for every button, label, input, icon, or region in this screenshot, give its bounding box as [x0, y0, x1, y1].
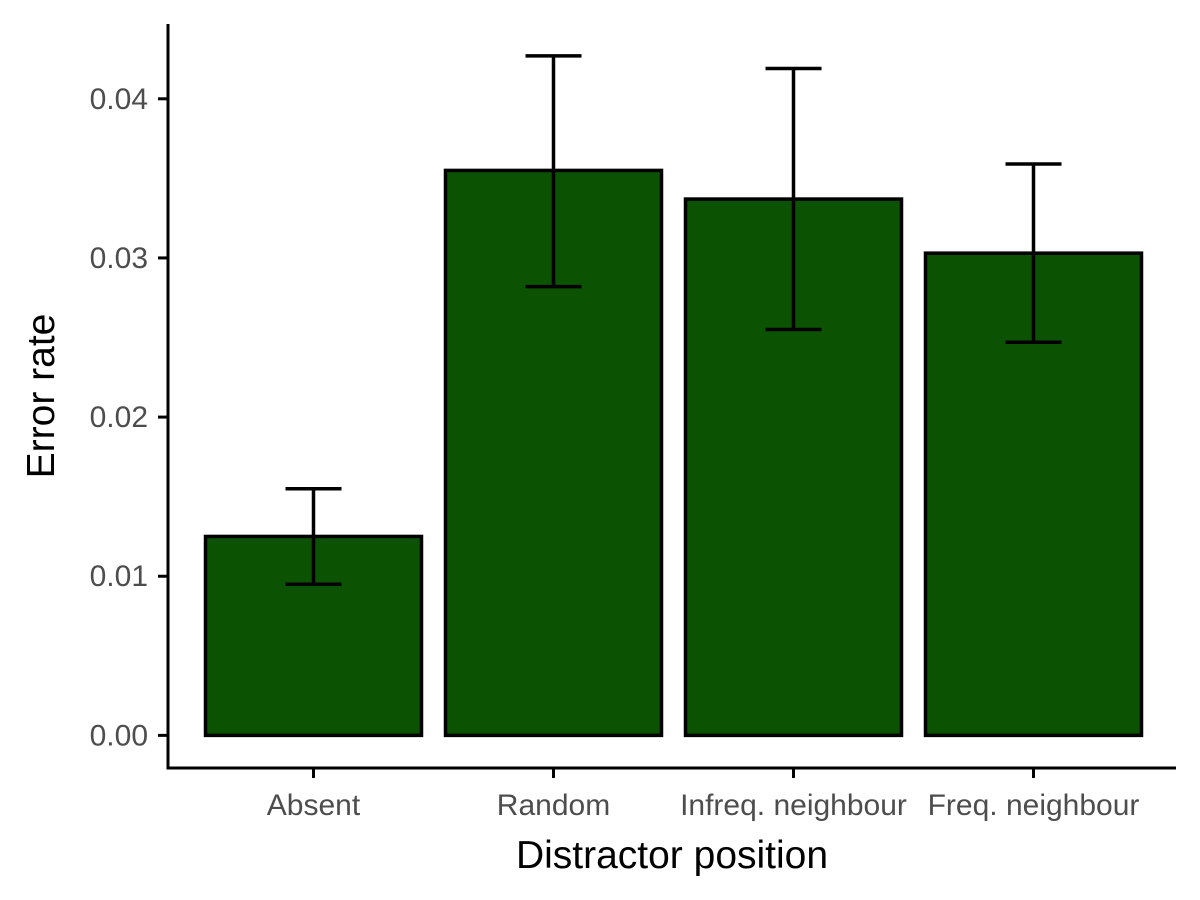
y-tick-label: 0.03 [90, 242, 148, 275]
error-bars-layer [285, 54, 1062, 586]
x-tick-label-random: Random [497, 789, 610, 822]
x-tick-label-absent: Absent [267, 789, 361, 822]
x-tick-label-infreq-neighbour: Infreq. neighbour [680, 789, 907, 822]
y-axis-title: Error rate [20, 314, 63, 479]
y-tick-label: 0.00 [90, 719, 148, 752]
error-bar-absent [285, 486, 342, 586]
bars-layer [203, 168, 1144, 738]
x-tick-label-freq-neighbour: Freq. neighbour [928, 789, 1140, 822]
x-axis-title: Distractor position [516, 834, 828, 877]
y-tick-label: 0.01 [90, 560, 148, 593]
y-ticks: 0.00 0.01 0.02 0.03 0.04 [90, 83, 168, 752]
error-bar-random [525, 54, 582, 289]
y-tick-label: 0.02 [90, 401, 148, 434]
y-tick-label: 0.04 [90, 83, 148, 116]
error-bar-freq-neighbour [1005, 162, 1062, 345]
x-ticks: Absent Random Infreq. neighbour Freq. neigh… [267, 768, 1140, 822]
error-bar-infreq-neighbour [765, 66, 822, 332]
axes-layer [166, 24, 1176, 770]
